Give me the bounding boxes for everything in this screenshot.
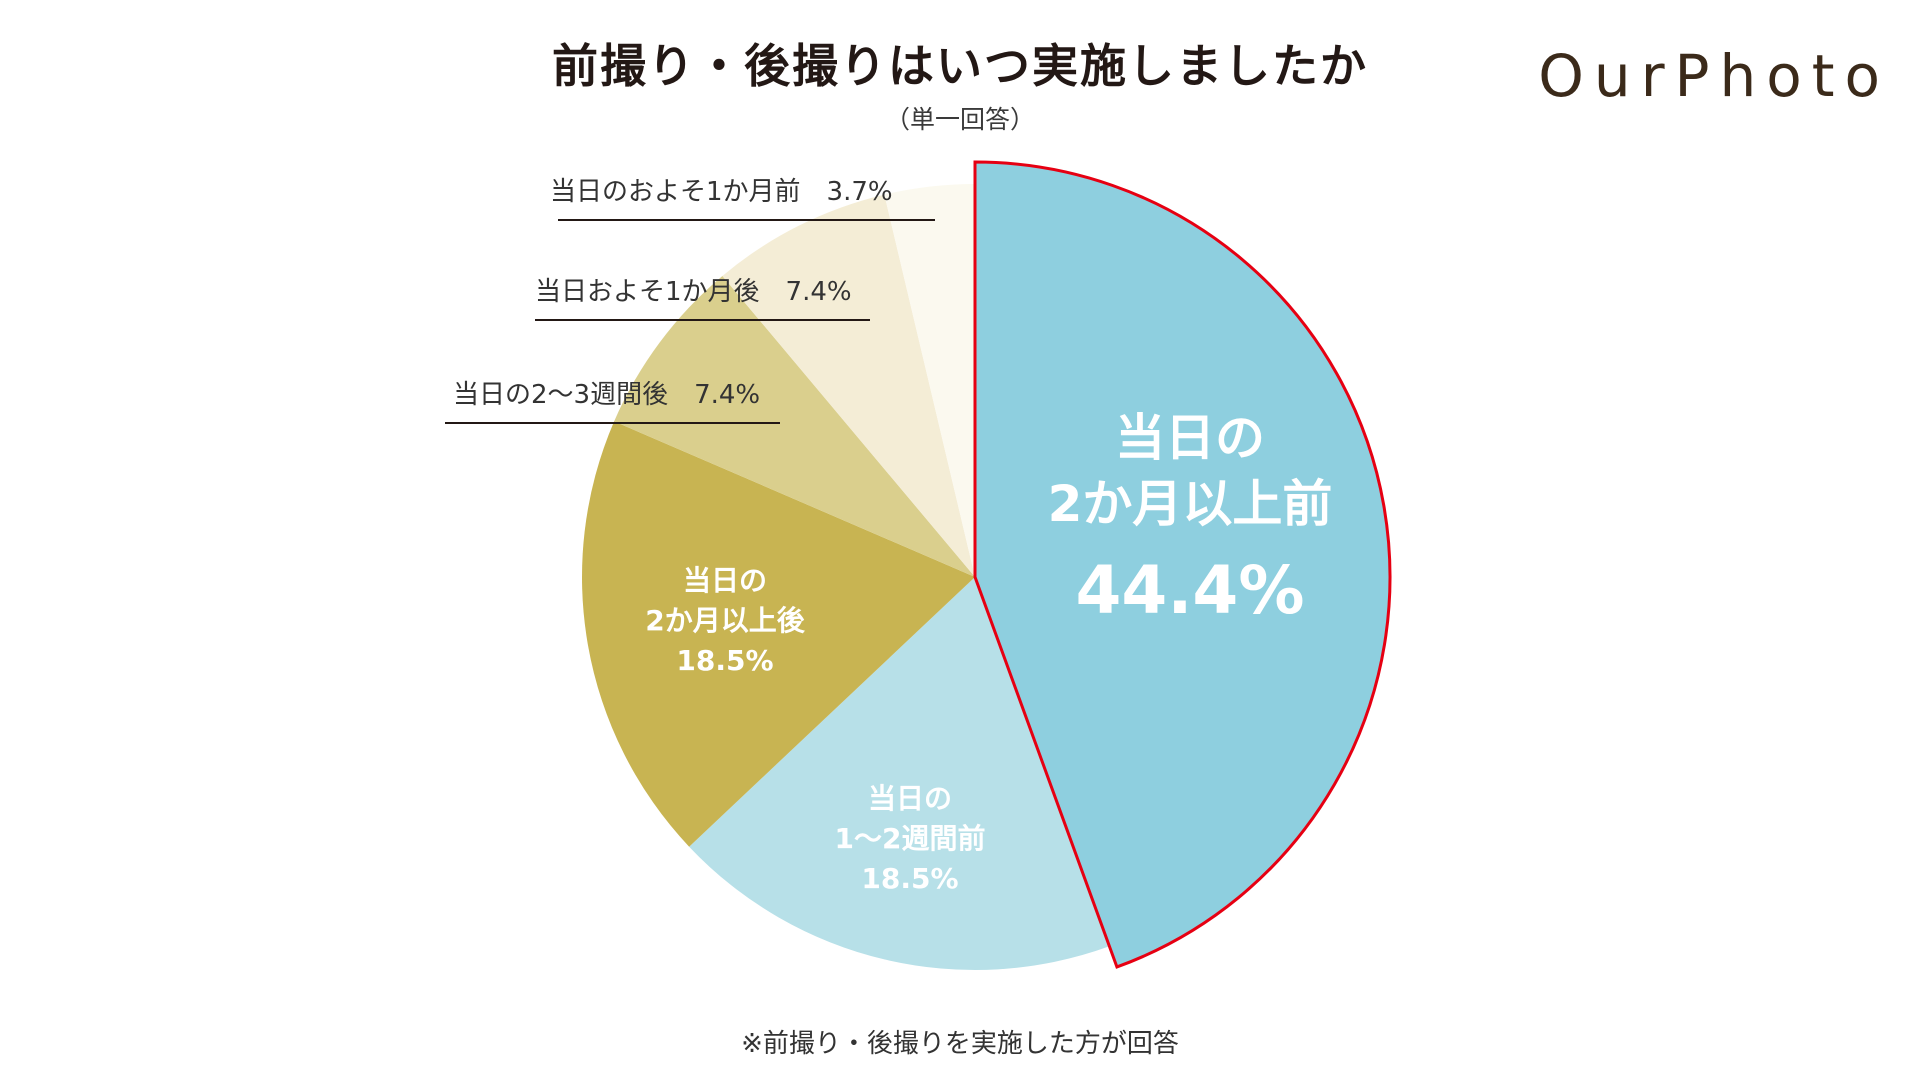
pie-slice-4: [614, 275, 975, 577]
callout-label-6: 当日のおよそ1か月前 3.7%: [550, 177, 893, 207]
slice-label-1-line-1: 当日の: [1115, 409, 1265, 467]
chart-subtitle: （単一回答）: [884, 105, 1035, 134]
slice-value-1: 44.4%: [1076, 552, 1305, 629]
slice-label-3-line-2: 2か月以上後: [645, 604, 805, 637]
pie-slice-5: [722, 194, 975, 577]
pie-slice-6: [884, 184, 975, 577]
slice-label-1-line-2: 2か月以上前: [1048, 475, 1333, 533]
slice-label-3-line-1: 当日の: [683, 564, 767, 597]
callout-label-4: 当日の2〜3週間後 7.4%: [453, 380, 760, 410]
chart-title: 前撮り・後撮りはいつ実施しましたか: [552, 39, 1368, 93]
pie-inside-labels: 当日の 2か月以上前 44.4% 当日の 1〜2週間前 18.5% 当日の 2か月以上後 18.…: [645, 409, 1332, 895]
slice-value-2: 18.5%: [861, 862, 958, 895]
slice-label-2-line-1: 当日の: [868, 782, 952, 815]
pie-highlight: [973, 160, 1392, 969]
pie-slice-2: [689, 577, 1110, 970]
footnote: ※前撮り・後撮りを実施した方が回答: [741, 1029, 1179, 1059]
slice-value-3: 18.5%: [676, 644, 773, 677]
slice-label-2-line-2: 1〜2週間前: [835, 822, 986, 855]
brand-logo: OurPhoto: [1538, 42, 1890, 110]
pie-slice-highlight: [973, 160, 1392, 969]
callout-label-5: 当日およそ1か月後 7.4%: [535, 277, 852, 307]
pie-callout-labels: 当日の2〜3週間後 7.4% 当日およそ1か月後 7.4% 当日のおよそ1か月前 3…: [445, 177, 935, 424]
pie-slice-3: [581, 421, 975, 847]
